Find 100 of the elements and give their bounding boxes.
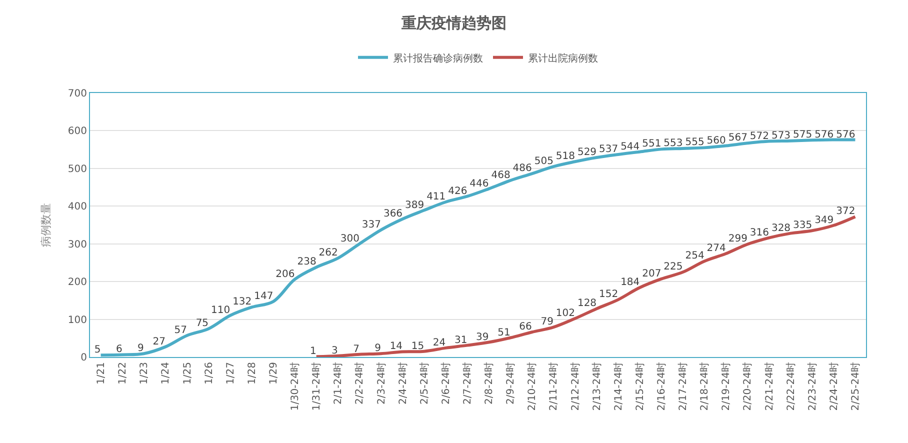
data-label: 152 xyxy=(599,289,618,300)
data-label: 262 xyxy=(318,248,338,259)
data-label: 66 xyxy=(519,322,532,333)
data-label: 300 xyxy=(340,233,360,244)
data-label: 274 xyxy=(706,243,726,254)
data-label: 411 xyxy=(426,191,446,202)
data-label: 9 xyxy=(374,343,381,354)
data-label: 486 xyxy=(512,163,532,174)
x-tick-label: 2/7-24时 xyxy=(461,362,474,404)
x-tick-label: 2/18-24时 xyxy=(698,362,711,411)
x-tick-label: 2/2-24时 xyxy=(354,362,366,404)
y-tick-label: 700 xyxy=(68,88,87,100)
legend-label: 累计出院病例数 xyxy=(528,52,598,64)
x-tick-label: 2/21-24时 xyxy=(763,362,776,411)
data-label: 555 xyxy=(685,137,704,148)
x-tick-label: 2/16-24时 xyxy=(655,362,668,411)
data-label: 5 xyxy=(94,344,101,356)
x-tick-label: 2/9-24时 xyxy=(504,362,517,404)
y-tick-label: 600 xyxy=(68,126,87,138)
data-label: 505 xyxy=(534,156,554,168)
x-tick-label: 2/11-24时 xyxy=(548,362,560,411)
data-label: 389 xyxy=(405,200,424,211)
legend-label: 累计报告确诊病例数 xyxy=(393,52,483,64)
y-tick-label: 100 xyxy=(68,314,87,326)
data-label: 39 xyxy=(476,332,489,343)
x-tick-label: 2/25-24时 xyxy=(849,362,862,411)
data-label: 316 xyxy=(750,227,769,238)
data-label: 366 xyxy=(383,208,403,220)
x-tick-label: 1/28 xyxy=(246,362,258,384)
y-axis-title: 病例数量 xyxy=(40,203,53,247)
y-tick-label: 0 xyxy=(80,352,87,364)
data-label: 576 xyxy=(814,129,834,140)
x-tick-label: 2/8-24时 xyxy=(483,362,496,404)
line-series xyxy=(314,215,857,357)
data-label: 553 xyxy=(664,138,683,149)
data-label: 529 xyxy=(577,146,597,158)
x-tick-label: 2/13-24时 xyxy=(590,362,603,411)
x-tick-label: 1/26 xyxy=(204,362,215,384)
y-tick-label: 200 xyxy=(68,277,87,288)
data-label: 206 xyxy=(276,268,295,280)
data-label: 110 xyxy=(211,305,230,316)
x-tick-label: 2/12-24时 xyxy=(569,362,582,411)
data-label: 225 xyxy=(664,262,683,273)
x-tick-label: 2/1-24时 xyxy=(332,362,344,404)
data-label: 24 xyxy=(432,337,446,348)
x-tick-label: 1/21 xyxy=(96,362,108,384)
x-tick-label: 1/31-24时 xyxy=(310,362,323,411)
data-label: 544 xyxy=(620,141,640,152)
chart-title: 重庆疫情趋势图 xyxy=(400,14,506,32)
x-tick-label: 1/30-24时 xyxy=(289,362,302,411)
data-label: 567 xyxy=(728,132,748,144)
data-label: 299 xyxy=(728,234,748,245)
data-label: 102 xyxy=(556,308,575,320)
x-tick-label: 1/27 xyxy=(225,362,236,384)
data-label: 128 xyxy=(577,298,597,310)
x-tick-label: 2/4-24时 xyxy=(396,362,409,404)
x-tick-label: 1/25 xyxy=(182,362,194,384)
data-label: 207 xyxy=(642,268,662,280)
x-tick-label: 2/14-24时 xyxy=(612,362,624,411)
data-label: 147 xyxy=(254,291,274,302)
x-tick-label: 2/5-24时 xyxy=(418,362,430,404)
data-label: 1 xyxy=(310,346,316,358)
data-label: 446 xyxy=(470,178,489,190)
x-tick-label: 2/3-24时 xyxy=(375,362,388,404)
data-label: 184 xyxy=(620,277,640,288)
data-label: 27 xyxy=(152,336,166,348)
data-label: 518 xyxy=(556,151,575,162)
data-label: 575 xyxy=(793,130,812,141)
x-tick-label: 1/24 xyxy=(160,362,172,384)
x-tick-label: 2/17-24时 xyxy=(677,362,690,411)
data-label: 79 xyxy=(540,316,554,328)
data-label: 15 xyxy=(411,340,424,352)
x-tick-label: 1/22 xyxy=(118,362,129,384)
x-tick-label: 2/24-24时 xyxy=(828,362,840,411)
x-tick-label: 2/23-24时 xyxy=(806,362,818,411)
data-label: 75 xyxy=(196,318,209,330)
data-label: 14 xyxy=(390,341,403,352)
x-tick-label: 2/19-24时 xyxy=(720,362,732,411)
data-label: 328 xyxy=(771,222,791,234)
data-label: 372 xyxy=(836,206,856,218)
x-tick-label: 2/20-24时 xyxy=(742,362,754,411)
y-tick-label: 500 xyxy=(68,164,87,175)
data-label: 9 xyxy=(138,343,144,354)
data-label: 560 xyxy=(706,135,726,146)
data-label: 349 xyxy=(814,214,834,226)
data-label: 51 xyxy=(498,327,510,338)
data-label: 468 xyxy=(491,170,510,181)
y-tick-label: 400 xyxy=(68,202,87,213)
data-label: 31 xyxy=(454,334,468,346)
x-tick-label: 2/10-24时 xyxy=(526,362,538,411)
x-tick-label: 1/29 xyxy=(268,362,280,384)
data-label: 132 xyxy=(232,296,252,308)
data-label: 576 xyxy=(836,129,856,140)
y-tick-label: 300 xyxy=(68,239,87,250)
data-label: 254 xyxy=(685,250,704,262)
data-label: 426 xyxy=(448,186,468,197)
data-label: 6 xyxy=(116,344,122,356)
data-label: 337 xyxy=(362,219,381,230)
data-label: 537 xyxy=(599,144,618,155)
x-tick-label: 2/6-24时 xyxy=(440,362,452,404)
